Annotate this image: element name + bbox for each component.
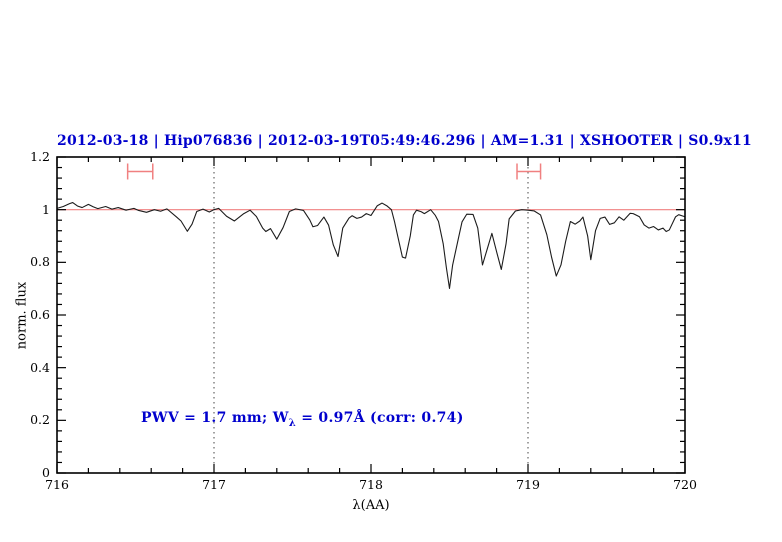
x-tick-label: 718 xyxy=(359,477,383,492)
pwv-annotation-subscript: λ xyxy=(288,417,297,429)
pwv-annotation-suffix: = 0.97Å (corr: 0.74) xyxy=(296,410,464,426)
y-tick-label: 0.6 xyxy=(30,307,50,322)
x-tick-label: 720 xyxy=(673,477,697,492)
x-axis-label: λ(AA) xyxy=(352,498,390,513)
x-tick-label: 719 xyxy=(516,477,540,492)
y-tick-label: 1 xyxy=(42,201,50,217)
x-tick-label: 716 xyxy=(45,477,69,492)
y-tick-label: 1.2 xyxy=(30,149,50,164)
pwv-annotation: PWV = 1.7 mm; Wλ = 0.97Å (corr: 0.74) xyxy=(141,410,464,429)
y-tick-label: 0 xyxy=(42,465,50,480)
observed-spectrum-line xyxy=(56,202,686,289)
x-tick-label: 717 xyxy=(202,477,226,492)
y-tick-label: 0.2 xyxy=(30,412,50,428)
y-tick-label: 0.8 xyxy=(30,254,50,270)
y-tick-label: 0.4 xyxy=(30,359,50,375)
plot-title: 2012-03-18 | Hip076836 | 2012-03-19T05:4… xyxy=(57,133,752,149)
pwv-annotation-prefix: PWV = 1.7 mm; W xyxy=(141,410,289,426)
